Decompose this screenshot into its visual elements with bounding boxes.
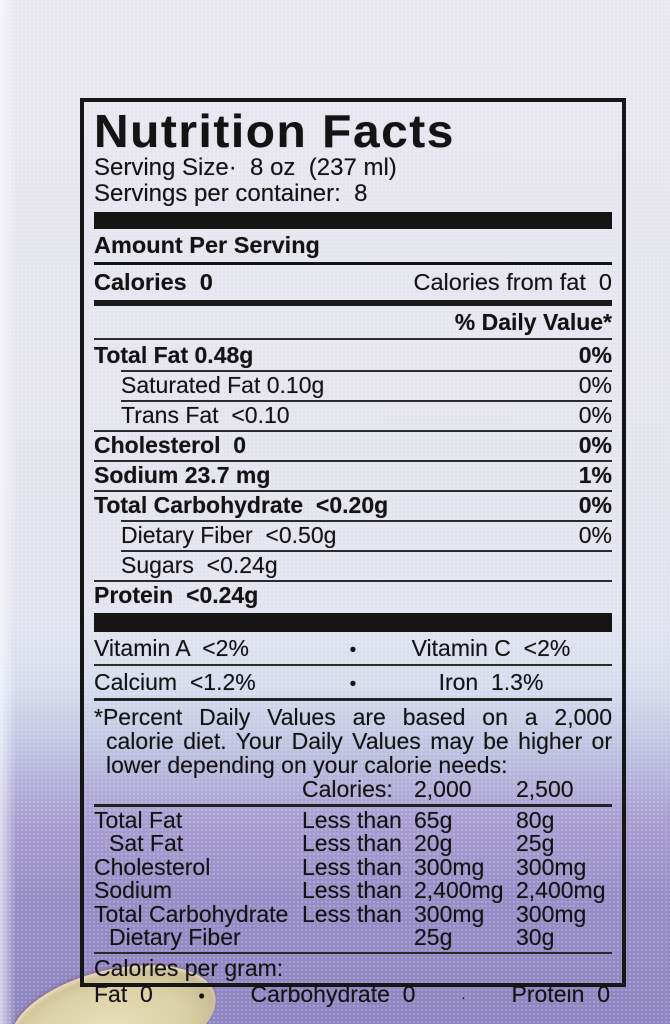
row-2000-value: 20g [414, 830, 453, 856]
nutrient-row-trans-fat: Trans Fat <0.10 0% [94, 400, 612, 430]
row-2000-value: 65g [414, 806, 453, 833]
row-2500-value: 80g [516, 806, 555, 833]
carbohydrate-per-gram: Carbohydrate 0 [250, 980, 416, 1007]
calories-per-gram-row: Fat 0 • Carbohydrate 0 · Protein 0 [94, 980, 612, 1009]
nutrient-dv: 0% [578, 371, 612, 398]
nutrient-dv: 0% [578, 491, 612, 518]
nutrient-row-protein: Protein <0.24g [94, 580, 612, 610]
dv-table-row-cholesterol: Cholesterol Less than 300mg 300mg [94, 853, 612, 880]
row-name: Sodium [94, 877, 172, 903]
vitamin-a-value: Vitamin A <2% [94, 634, 249, 661]
row-2000-value: 25g [414, 924, 453, 950]
bullet-icon: • [198, 985, 205, 1006]
serving-size-line: Serving Size· 8 oz (237 ml) [94, 154, 397, 181]
nutrient-row-cholesterol: Cholesterol 0 0% [94, 430, 612, 460]
iron-value: Iron 1.3% [438, 668, 544, 695]
calcium-value: Calcium <1.2% [94, 668, 256, 695]
servings-per-container-line: Servings per container: 8 [94, 180, 368, 207]
nutrient-name: Saturated Fat 0.10g [121, 371, 325, 398]
nutrient-name: Total Carbohydrate <0.20g [94, 491, 389, 518]
nutrient-dv: 0% [578, 341, 612, 368]
nutrient-row-total-carbohydrate: Total Carbohydrate <0.20g 0% [94, 490, 612, 520]
nutrient-row-sodium: Sodium 23.7 mg 1% [94, 460, 612, 490]
calories-from-fat-value: Calories from fat 0 [413, 269, 612, 295]
nutrient-name: Cholesterol 0 [94, 431, 247, 458]
nutrient-dv: 0% [578, 431, 612, 458]
nutrient-name: Sodium 23.7 mg [94, 461, 271, 488]
nutrient-name: Sugars <0.24g [121, 551, 278, 578]
dv-table-row-sodium: Sodium Less than 2,400mg 2,400mg [94, 877, 612, 903]
row-name: Total Carbohydrate [94, 900, 289, 927]
row-2500-value: 2,400mg [516, 877, 606, 903]
row-2500-value: 300mg [516, 900, 587, 927]
row-2000-value: 300mg [414, 853, 485, 880]
calories-value: Calories 0 [94, 269, 213, 295]
row-2500-value: 25g [516, 830, 555, 856]
dv-table-body: Total Fat Less than 65g 80g Sat Fat Less… [94, 807, 612, 954]
header-spacer [94, 778, 302, 802]
nutrient-row-saturated-fat: Saturated Fat 0.10g 0% [94, 370, 612, 400]
vitamin-row-calcium-iron: Calcium <1.2% • Iron 1.3% [94, 666, 612, 701]
nutrient-name: Protein <0.24g [94, 581, 259, 608]
footnote-line: lower depending on your calorie needs: [106, 752, 508, 778]
row-qualifier: Less than [302, 830, 402, 856]
calories-column-label: Calories: [302, 776, 393, 802]
row-name: Dietary Fiber [109, 924, 241, 950]
bullet-icon: • [349, 673, 357, 695]
thick-divider-bottom [94, 613, 612, 632]
nutrient-dv: 1% [578, 461, 612, 488]
row-2500-value: 30g [516, 924, 555, 950]
row-qualifier: Less than [302, 877, 402, 903]
calories-row: Calories 0 Calories from fat 0 [94, 265, 612, 306]
col-2500-label: 2,500 [516, 776, 574, 802]
row-qualifier: Less than [302, 853, 402, 880]
nutrition-facts-label: Nutrition Facts Serving Size· 8 oz (237 … [80, 98, 626, 1006]
protein-per-gram: Protein 0 [511, 980, 610, 1007]
fat-per-gram: Fat 0 [94, 980, 153, 1007]
nutrient-row-total-fat: Total Fat 0.48g 0% [94, 340, 612, 370]
dv-table-header: Calories: 2,000 2,500 [94, 777, 612, 807]
vitamin-c-value: Vitamin C <2% [411, 634, 571, 661]
row-2000-value: 300mg [414, 900, 485, 927]
package-left-edge-highlight [0, 0, 16, 1024]
dv-table-row-total-carbohydrate: Total Carbohydrate Less than 300mg 300mg [94, 900, 612, 927]
dv-table-row-sat-fat: Sat Fat Less than 20g 25g [94, 830, 612, 856]
nutrient-dv: 0% [578, 401, 612, 428]
calories-per-gram-heading: Calories per gram: [94, 954, 284, 981]
footnote-line: calorie diet. Your Daily Values may be h… [106, 728, 612, 754]
nutrient-row-sugars: Sugars <0.24g [94, 550, 612, 580]
row-2000-value: 2,400mg [414, 877, 504, 903]
vitamin-row-a-c: Vitamin A <2% • Vitamin C <2% [94, 632, 612, 666]
daily-value-footnote: *Percent Daily Values are based on a 2,0… [94, 701, 612, 777]
row-name: Cholesterol [94, 853, 211, 880]
col-2000-label: 2,000 [414, 776, 472, 802]
nutrient-name: Total Fat 0.48g [94, 341, 254, 368]
row-qualifier: Less than [302, 806, 402, 833]
nutrition-facts-title: Nutrition Facts [94, 105, 455, 157]
row-name: Total Fat [94, 806, 183, 833]
dv-table-row-total-fat: Total Fat Less than 65g 80g [94, 806, 612, 833]
row-2500-value: 300mg [516, 853, 587, 880]
nutrient-name: Trans Fat <0.10 [121, 401, 290, 428]
bullet-icon: • [349, 639, 357, 661]
row-qualifier [302, 926, 414, 950]
daily-value-header: % Daily Value* [94, 306, 612, 340]
row-qualifier: Less than [302, 900, 402, 927]
nutrient-row-dietary-fiber: Dietary Fiber <0.50g 0% [94, 520, 612, 550]
row-name: Sat Fat [109, 830, 184, 856]
dv-table-row-dietary-fiber: Dietary Fiber 25g 30g [94, 924, 612, 950]
small-dot-icon: · [461, 988, 466, 1005]
nutrient-dv: 0% [578, 521, 612, 548]
footnote-line: *Percent Daily Values are based on a 2,0… [94, 704, 612, 730]
nutrient-name: Dietary Fiber <0.50g [121, 521, 337, 548]
amount-per-serving-header: Amount Per Serving [94, 229, 612, 265]
thick-divider-top [94, 212, 612, 229]
